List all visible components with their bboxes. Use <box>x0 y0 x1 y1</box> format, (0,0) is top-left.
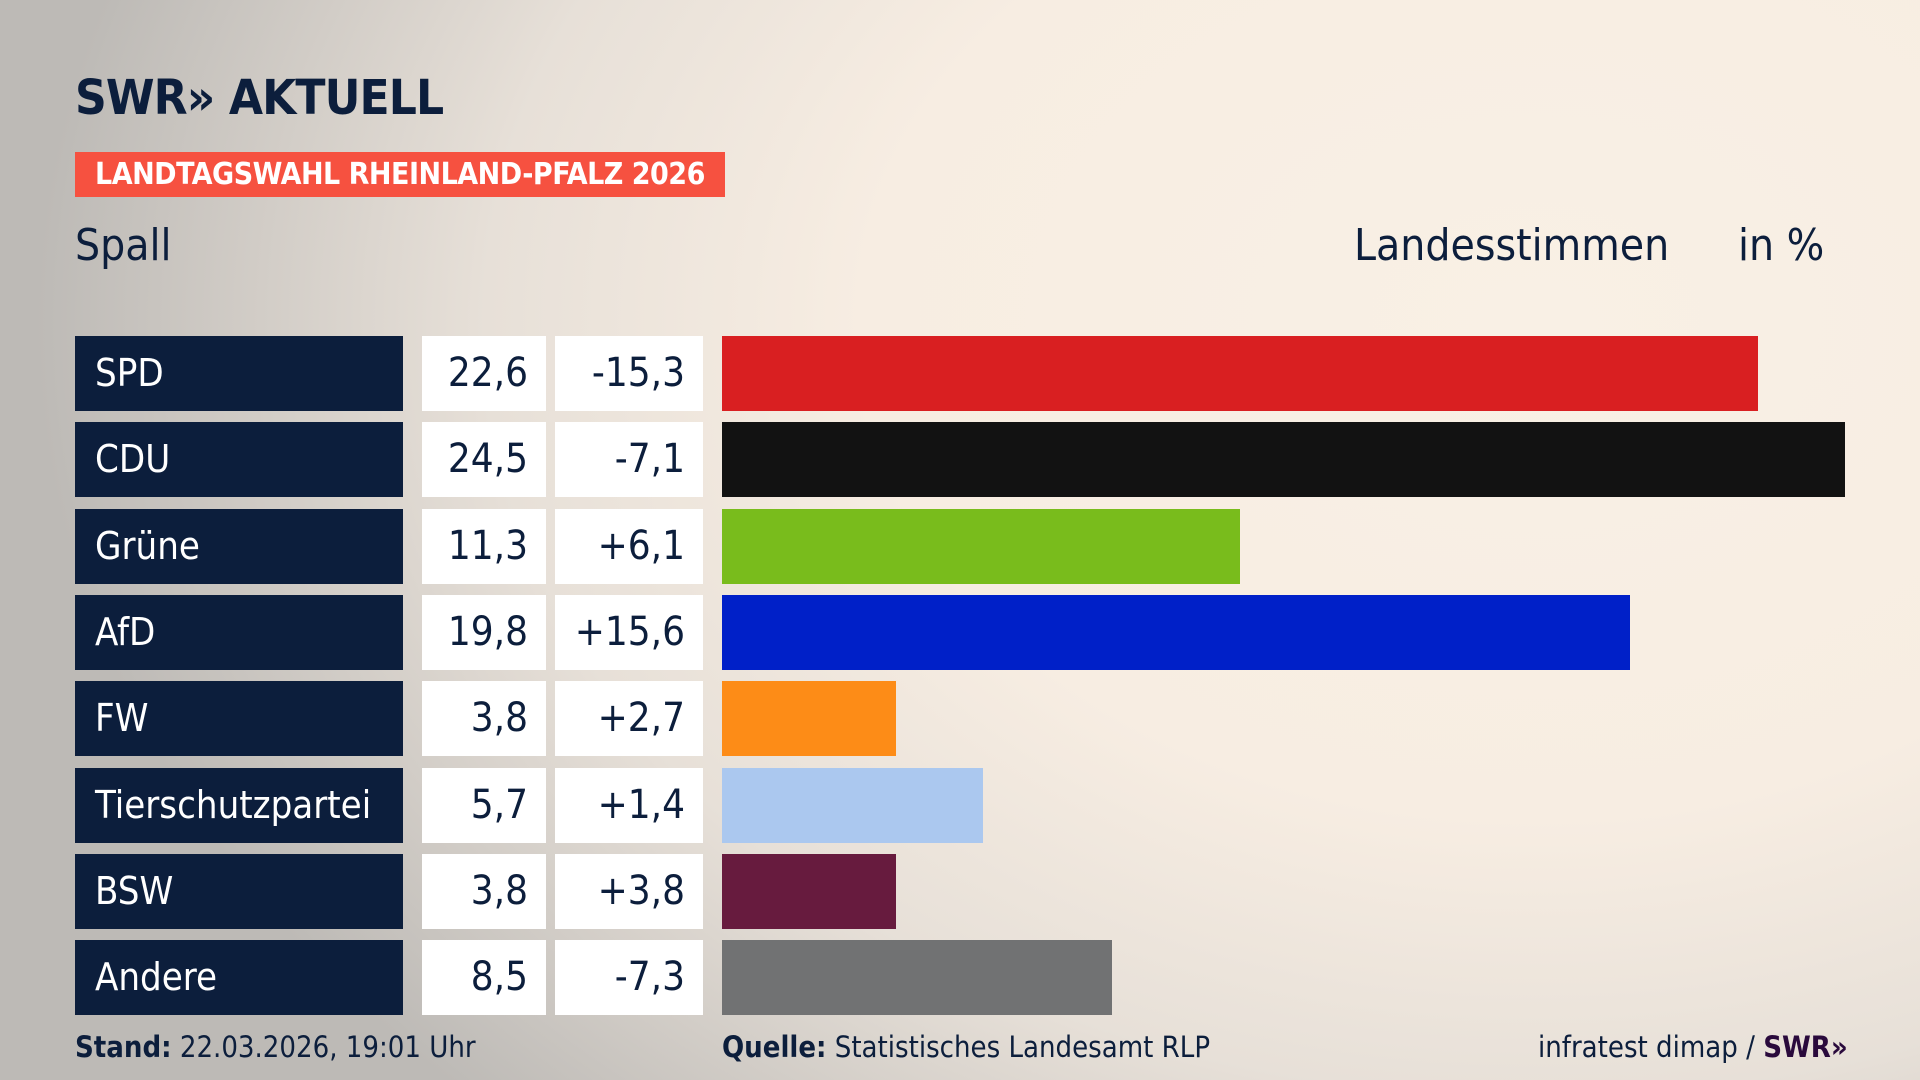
stand-value: 22.03.2026, 19:01 Uhr <box>179 1030 476 1064</box>
vote-change: -15,3 <box>555 336 703 411</box>
result-bar <box>722 508 1240 584</box>
party-name: Grüne <box>75 508 403 584</box>
result-row: BSW 3,8 +3,8 <box>0 853 1920 929</box>
vote-share: 22,6 <box>422 336 546 411</box>
vote-type-label: Landesstimmen <box>1354 220 1670 271</box>
party-name: BSW <box>75 853 403 929</box>
result-bar <box>722 681 897 757</box>
result-bar <box>722 422 1845 498</box>
constituency-title: Spall <box>75 220 172 271</box>
result-row: AfD 19,8 +15,6 <box>0 594 1920 670</box>
vote-change: +6,1 <box>555 508 703 584</box>
source-value: Statistisches Landesamt RLP <box>834 1030 1211 1064</box>
result-bar <box>722 594 1630 670</box>
vote-change: -7,3 <box>555 940 703 1016</box>
vote-share: 19,8 <box>422 594 546 670</box>
election-banner: LANDTAGSWAHL RHEINLAND-PFALZ 2026 <box>75 152 725 197</box>
credit-text: infratest dimap / <box>1538 1030 1764 1064</box>
result-row: Andere 8,5 -7,3 <box>0 940 1920 1016</box>
party-name: Tierschutzpartei <box>75 767 403 843</box>
result-row: CDU 24,5 -7,1 <box>0 422 1920 498</box>
party-name: CDU <box>75 422 403 498</box>
result-bar <box>722 336 1758 411</box>
vote-change: -7,1 <box>555 422 703 498</box>
vote-share: 5,7 <box>422 767 546 843</box>
party-name: SPD <box>75 336 403 411</box>
vote-change: +1,4 <box>555 767 703 843</box>
result-row: Tierschutzpartei 5,7 +1,4 <box>0 767 1920 843</box>
result-bar <box>722 853 897 929</box>
timestamp: Stand: 22.03.2026, 19:01 Uhr <box>75 1030 476 1064</box>
vote-change: +15,6 <box>555 594 703 670</box>
vote-change: +3,8 <box>555 853 703 929</box>
vote-share: 3,8 <box>422 681 546 757</box>
vote-share: 8,5 <box>422 940 546 1016</box>
party-name: AfD <box>75 594 403 670</box>
source-label: Quelle: <box>722 1030 827 1064</box>
party-name: FW <box>75 681 403 757</box>
source: Quelle: Statistisches Landesamt RLP <box>722 1030 1210 1064</box>
result-row: Grüne 11,3 +6,1 <box>0 508 1920 584</box>
result-row: SPD 22,6 -15,3 <box>0 336 1920 411</box>
result-bar <box>722 767 984 843</box>
result-bar <box>722 940 1112 1016</box>
stand-label: Stand: <box>75 1030 172 1064</box>
vote-share: 3,8 <box>422 853 546 929</box>
party-name: Andere <box>75 940 403 1016</box>
vote-share: 24,5 <box>422 422 546 498</box>
swr-logo: SWR» <box>1763 1030 1848 1064</box>
credit: infratest dimap / SWR» <box>1538 1030 1848 1064</box>
swr-aktuell-logo: SWR» AKTUELL <box>75 70 444 126</box>
unit-label: in % <box>1738 220 1825 271</box>
result-row: FW 3,8 +2,7 <box>0 681 1920 757</box>
vote-share: 11,3 <box>422 508 546 584</box>
vote-change: +2,7 <box>555 681 703 757</box>
